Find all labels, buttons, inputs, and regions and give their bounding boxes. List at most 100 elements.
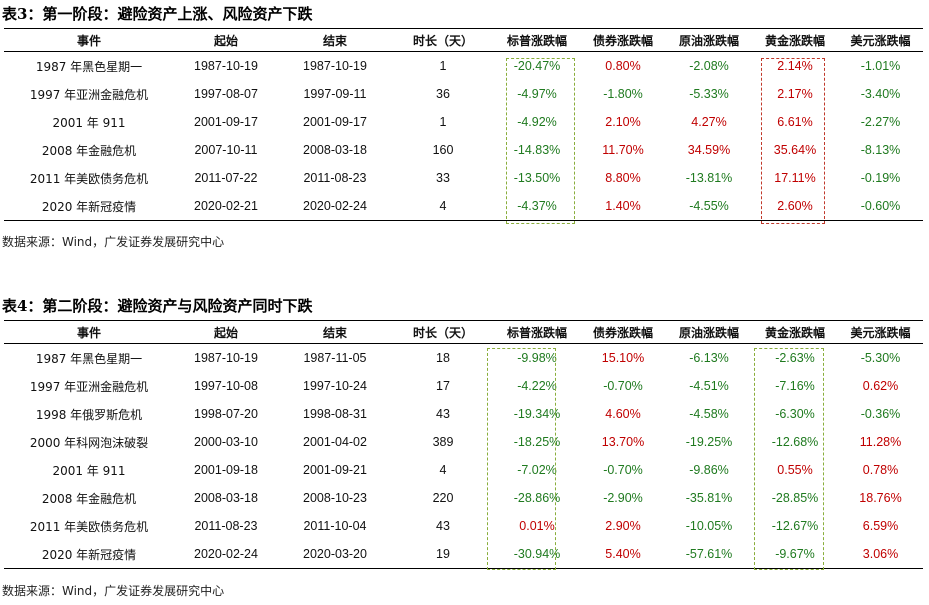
col-header-end: 结束 (278, 28, 392, 52)
usd-change-cell: -8.13% (860, 143, 901, 157)
oil-change-cell: -6.13% (689, 351, 729, 365)
event-cell: 2000 年科网泡沫破裂 (29, 435, 149, 450)
bond-change-cell: -0.70% (603, 379, 643, 393)
bond-change-cell: -0.70% (603, 463, 643, 477)
start-date-cell: 2020-02-24 (174, 540, 278, 569)
table-row: 1987 年黑色星期一 1987-10-19 1987-11-05 18 -9.98% 1… (4, 344, 923, 373)
gold-change-cell: -12.67% (771, 519, 819, 533)
table-row: 2011 年美欧债务危机 2011-07-22 2011-08-23 33 -13.50… (4, 164, 923, 192)
usd-change-cell: -5.30% (860, 351, 901, 365)
col-header-oil: 原油涨跌幅 (666, 28, 752, 52)
bond-change-cell: 11.70% (602, 143, 644, 157)
sp-change-cell: -4.37% (494, 192, 580, 221)
start-date-cell: 2011-07-22 (194, 171, 258, 185)
duration-cell: 17 (436, 379, 450, 393)
header-row: 事件 起始 结束 时长（天） 标普涨跌幅 债券涨跌幅 原油涨跌幅 黄金涨跌幅 美… (4, 28, 923, 52)
oil-change-cell: -4.58% (689, 407, 729, 421)
event-cell: 2001 年 911 (52, 115, 126, 130)
start-date-cell: 2000-03-10 (194, 435, 258, 449)
event-cell: 2011 年美欧债务危机 (29, 519, 149, 534)
gold-change-cell: -6.30% (775, 407, 815, 421)
source-note: 数据来源：Wind，广发证券发展研究中心 (2, 235, 225, 249)
duration-cell: 33 (436, 171, 450, 185)
table-body: 1987 年黑色星期一 1987-10-19 1987-10-19 1 -20.47% 0… (4, 52, 923, 221)
oil-change-cell: 34.59% (687, 143, 731, 157)
gold-change-cell: -28.85% (771, 491, 819, 505)
gold-change-cell: 2.17% (777, 87, 813, 101)
event-cell: 2020 年新冠疫情 (4, 192, 174, 221)
usd-change-cell: 6.59% (862, 519, 899, 533)
table-row: 1997 年亚洲金融危机 1997-08-07 1997-09-11 36 -4.97%… (4, 80, 923, 108)
col-header-bond: 债券涨跌幅 (580, 320, 666, 344)
duration-cell: 19 (392, 540, 494, 569)
col-header-bond: 债券涨跌幅 (580, 28, 666, 52)
event-cell: 2011 年美欧债务危机 (29, 171, 149, 186)
end-date-cell: 2008-10-23 (303, 491, 367, 505)
duration-cell: 43 (436, 519, 450, 533)
bond-change-cell: -2.90% (603, 491, 643, 505)
bond-change-cell: 0.80% (605, 59, 641, 73)
bond-change-cell: 4.60% (605, 407, 641, 421)
end-date-cell: 1998-08-31 (303, 407, 367, 421)
gold-change-cell: 35.64% (773, 143, 817, 157)
bond-change-cell: 2.10% (605, 115, 641, 129)
table-row: 2001 年 911 2001-09-18 2001-09-21 4 -7.02% -0.… (4, 456, 923, 484)
oil-change-cell: -2.08% (689, 59, 729, 73)
start-date-cell: 1987-10-19 (194, 59, 258, 73)
sp-change-cell: -9.98% (517, 351, 557, 365)
duration-cell: 18 (436, 351, 450, 365)
sp-change-cell: -4.97% (517, 87, 557, 101)
data-table: 事件 起始 结束 时长（天） 标普涨跌幅 债券涨跌幅 原油涨跌幅 黄金涨跌幅 美… (4, 320, 923, 569)
end-date-cell: 1987-10-19 (303, 59, 367, 73)
start-date-cell: 2008-03-18 (194, 491, 258, 505)
duration-cell: 4 (439, 463, 447, 477)
usd-change-cell: -2.27% (860, 115, 901, 129)
usd-change-cell: -0.19% (860, 171, 901, 185)
duration-cell: 220 (432, 491, 454, 505)
start-date-cell: 2011-08-23 (194, 519, 258, 533)
gold-change-cell: 2.60% (752, 192, 838, 221)
table-row: 1997 年亚洲金融危机 1997-10-08 1997-10-24 17 -4.22%… (4, 372, 923, 400)
start-date-cell: 2001-09-18 (194, 463, 258, 477)
usd-change-cell: 18.76% (859, 491, 902, 505)
duration-cell: 389 (432, 435, 454, 449)
event-cell: 1997 年亚洲金融危机 (29, 87, 149, 102)
oil-change-cell: -4.55% (666, 192, 752, 221)
bond-change-cell: 15.10% (601, 351, 645, 365)
end-date-cell: 2001-04-02 (303, 435, 367, 449)
gold-change-cell: -2.63% (775, 351, 815, 365)
sp-change-cell: -4.92% (517, 115, 557, 129)
col-header-start: 起始 (174, 320, 278, 344)
col-header-start: 起始 (174, 28, 278, 52)
gold-change-cell: -9.67% (752, 540, 838, 569)
usd-change-cell: 3.06% (838, 540, 923, 569)
col-header-event: 事件 (4, 28, 174, 52)
col-header-usd: 美元涨跌幅 (838, 28, 923, 52)
table-row: 1987 年黑色星期一 1987-10-19 1987-10-19 1 -20.47% 0… (4, 52, 923, 81)
usd-change-cell: -1.01% (860, 59, 901, 73)
bond-change-cell: 1.40% (580, 192, 666, 221)
end-date-cell: 1997-09-11 (303, 87, 367, 101)
end-date-cell: 2011-10-04 (303, 519, 367, 533)
table-row: 2000 年科网泡沫破裂 2000-03-10 2001-04-02 389 -18.2… (4, 428, 923, 456)
col-header-end: 结束 (278, 320, 392, 344)
source-note: 数据来源：Wind，广发证券发展研究中心 (2, 584, 225, 598)
oil-change-cell: -57.61% (666, 540, 752, 569)
start-date-cell: 2007-10-11 (194, 143, 258, 157)
event-cell: 2020 年新冠疫情 (4, 540, 174, 569)
table-row: 2011 年美欧债务危机 2011-08-23 2011-10-04 43 0.01% 2… (4, 512, 923, 540)
usd-change-cell: -0.36% (860, 407, 901, 421)
event-cell: 1987 年黑色星期一 (35, 351, 143, 366)
sp-change-cell: -7.02% (517, 463, 557, 477)
table-title: 表4：第二阶段：避险资产与风险资产同时下跌 (2, 297, 313, 315)
end-date-cell: 2011-08-23 (303, 171, 367, 185)
col-header-gold: 黄金涨跌幅 (752, 320, 838, 344)
start-date-cell: 1998-07-20 (194, 407, 258, 421)
oil-change-cell: -4.51% (689, 379, 729, 393)
end-date-cell: 2008-03-18 (303, 143, 367, 157)
duration-cell: 4 (392, 192, 494, 221)
sp-change-cell: -20.47% (513, 59, 561, 73)
gold-change-cell: 0.55% (777, 463, 813, 477)
oil-change-cell: -13.81% (685, 171, 733, 185)
start-date-cell: 2001-09-17 (194, 115, 258, 129)
